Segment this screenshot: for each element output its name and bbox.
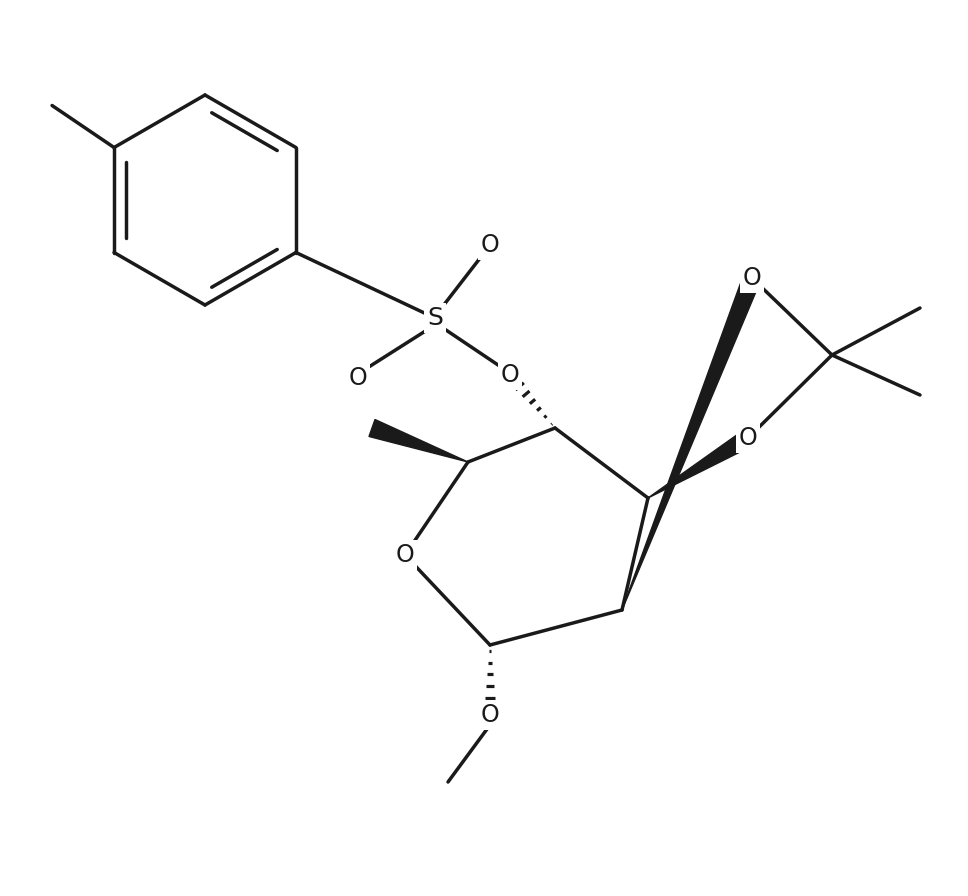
- Text: O: O: [348, 366, 368, 390]
- Polygon shape: [648, 430, 753, 498]
- Polygon shape: [369, 419, 468, 462]
- Text: O: O: [481, 703, 499, 727]
- Polygon shape: [622, 275, 761, 610]
- Text: O: O: [481, 233, 499, 257]
- Text: O: O: [742, 266, 762, 290]
- Text: O: O: [739, 426, 757, 450]
- Text: O: O: [396, 543, 414, 567]
- Text: S: S: [427, 306, 443, 330]
- Text: O: O: [500, 363, 520, 387]
